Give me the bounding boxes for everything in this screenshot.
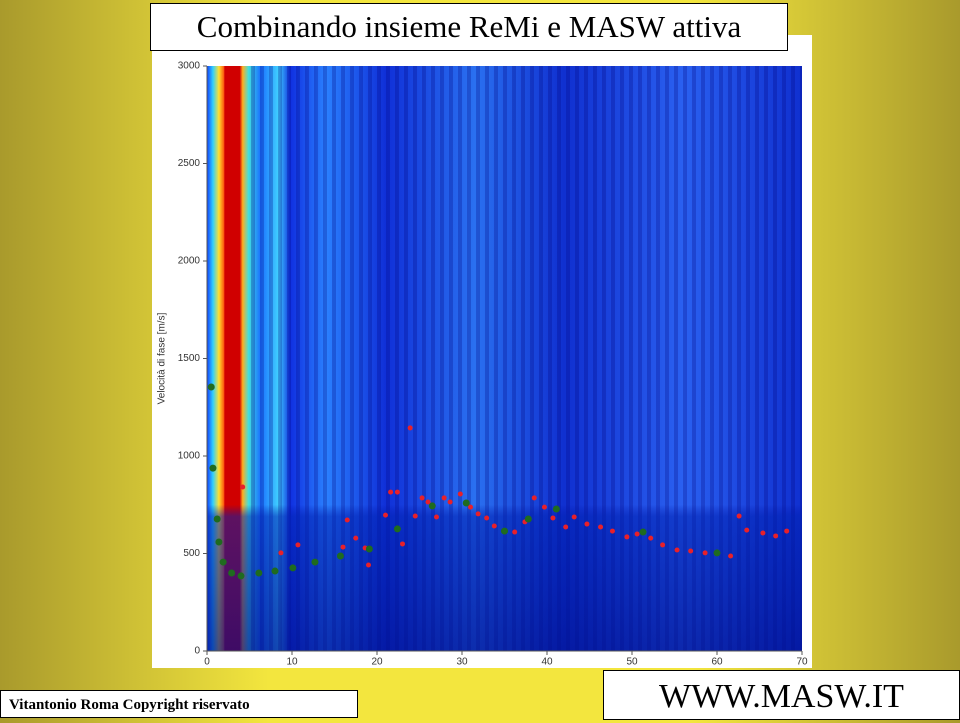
data-point [524,515,532,523]
data-point [491,523,497,529]
data-point [728,553,734,559]
data-point [648,535,654,541]
data-point [340,544,346,550]
data-point [512,529,518,535]
y-tick-label: 0 [194,646,200,657]
data-point [462,499,470,507]
data-point [624,534,630,540]
data-point [353,535,359,541]
data-point [773,533,779,539]
data-point [425,499,431,505]
data-point [784,528,790,534]
data-point [207,383,215,391]
data-point [713,549,721,557]
x-tick-label: 20 [371,657,383,668]
x-tick-label: 0 [204,657,210,668]
data-point [475,511,481,517]
slide-title: Combinando insieme ReMi e MASW attiva [150,3,788,51]
data-point [639,528,647,536]
data-point [344,517,350,523]
y-tick-label: 2500 [178,158,201,169]
data-point [434,514,439,520]
data-point [550,515,556,521]
data-point [660,542,666,548]
data-point [271,567,279,575]
data-point [255,569,263,577]
data-point [468,504,473,510]
data-point [702,550,708,556]
data-point [634,531,640,537]
data-point [393,525,401,533]
data-point [484,515,490,521]
x-tick-label: 40 [541,657,553,668]
data-point [295,542,301,548]
data-point [744,527,750,533]
data-point [447,499,453,505]
data-point [237,572,245,580]
data-point [598,524,604,530]
data-point [365,545,373,553]
data-point [609,528,615,534]
data-point [563,524,569,530]
data-point [501,527,508,535]
y-axis-label: Velocità di fase [m/s] [157,312,168,404]
data-point [400,541,405,547]
data-point [688,548,694,554]
data-point [394,489,400,495]
data-point [228,569,236,577]
y-tick-label: 2000 [178,256,201,267]
x-tick-label: 70 [796,657,808,668]
data-point [541,504,547,510]
data-point [441,495,447,501]
x-tick-label: 50 [626,657,638,668]
data-point [584,521,590,527]
data-point [736,513,742,519]
data-point [383,512,388,518]
x-tick-label: 30 [456,657,468,668]
data-point [219,558,227,566]
data-point [366,562,371,568]
data-point [289,564,297,572]
data-point [571,514,577,520]
footer-left: Vitantonio Roma Copyright riservato [0,690,358,718]
spectrogram-low [207,66,802,651]
data-point [407,425,413,431]
data-point [760,530,766,536]
footer-right: WWW.MASW.IT [603,670,960,720]
y-tick-label: 500 [183,548,200,559]
y-tick-label: 1500 [178,353,201,364]
x-tick-label: 10 [286,657,298,668]
data-point [213,515,221,523]
data-point [457,491,463,497]
data-point [552,505,560,513]
data-point [215,538,223,546]
data-point [674,547,680,553]
data-point [531,495,537,501]
data-point [428,502,436,510]
data-point [388,489,394,495]
y-tick-label: 3000 [178,61,201,72]
data-point [311,558,319,566]
y-tick-label: 1000 [178,451,201,462]
data-point [336,552,344,560]
data-point [209,464,217,472]
data-point [419,495,425,501]
x-tick-label: 60 [711,657,723,668]
data-point [412,513,418,519]
data-point [278,550,284,556]
data-point [240,484,246,490]
chart: 010203040506070050010001500200025003000F… [152,35,812,668]
